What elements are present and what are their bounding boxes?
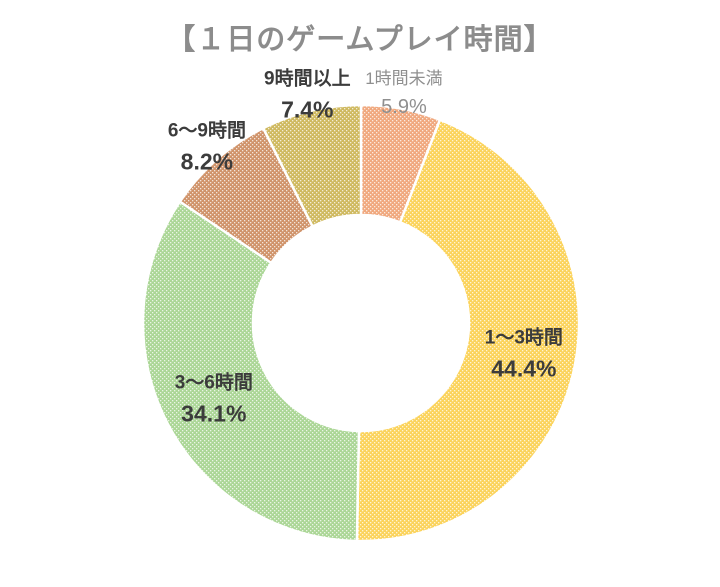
slice-1-3h [355, 118, 581, 543]
slice-3-6h [141, 200, 361, 543]
slice-9h-plus [262, 103, 363, 228]
chart-title: 【１日のゲームプレイ時間】 [166, 24, 554, 56]
